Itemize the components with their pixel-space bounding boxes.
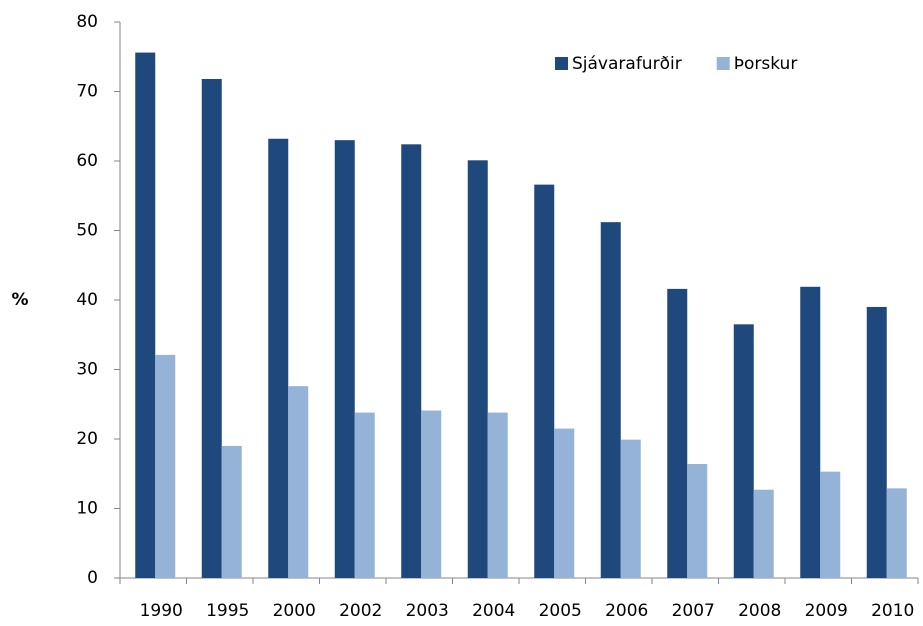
bar <box>487 412 508 578</box>
y-tick-label: 50 <box>76 221 98 241</box>
bar <box>401 144 422 578</box>
y-tick-label: 40 <box>76 290 98 310</box>
bar <box>334 140 355 578</box>
x-tick-label: 2007 <box>672 601 715 621</box>
x-tick-label: 1990 <box>140 601 183 621</box>
x-tick-label: 2004 <box>472 601 515 621</box>
x-tick-label: 1995 <box>206 601 249 621</box>
y-tick-label: 80 <box>76 12 98 32</box>
legend-label: Sjávarafurðir <box>572 54 682 74</box>
bar <box>288 386 309 578</box>
x-tick-label: 2010 <box>871 601 914 621</box>
legend-label: Þorskur <box>734 54 798 74</box>
y-tick-label: 10 <box>76 499 98 519</box>
bar <box>554 428 575 578</box>
bar <box>800 286 821 578</box>
bar <box>467 160 488 578</box>
y-tick-label: 20 <box>76 429 98 449</box>
y-tick-label: 30 <box>76 360 98 380</box>
legend-swatch <box>555 57 568 70</box>
bar <box>687 464 708 578</box>
x-tick-label: 2008 <box>738 601 781 621</box>
bar <box>354 412 375 578</box>
y-axis-label: % <box>11 290 28 310</box>
y-tick-label: 0 <box>87 568 98 588</box>
x-tick-label: 2000 <box>273 601 316 621</box>
bar <box>201 78 222 579</box>
bar <box>886 488 907 578</box>
bar <box>820 471 841 578</box>
bar <box>753 489 774 578</box>
x-tick-label: 2002 <box>339 601 382 621</box>
x-tick-label: 2003 <box>406 601 449 621</box>
bar <box>268 138 289 578</box>
bar <box>135 52 156 578</box>
y-tick-label: 70 <box>76 82 98 102</box>
bar <box>733 324 754 578</box>
bar <box>600 222 621 578</box>
y-tick-label: 60 <box>76 151 98 171</box>
bar <box>866 306 887 578</box>
bar <box>421 410 442 578</box>
bar <box>667 288 688 578</box>
legend-swatch <box>716 57 730 70</box>
bar <box>221 445 242 578</box>
x-tick-label: 2009 <box>805 601 848 621</box>
x-tick-label: 2005 <box>539 601 582 621</box>
bar <box>620 439 641 578</box>
x-tick-label: 2006 <box>605 601 648 621</box>
bar <box>534 184 555 578</box>
bar <box>155 354 176 578</box>
